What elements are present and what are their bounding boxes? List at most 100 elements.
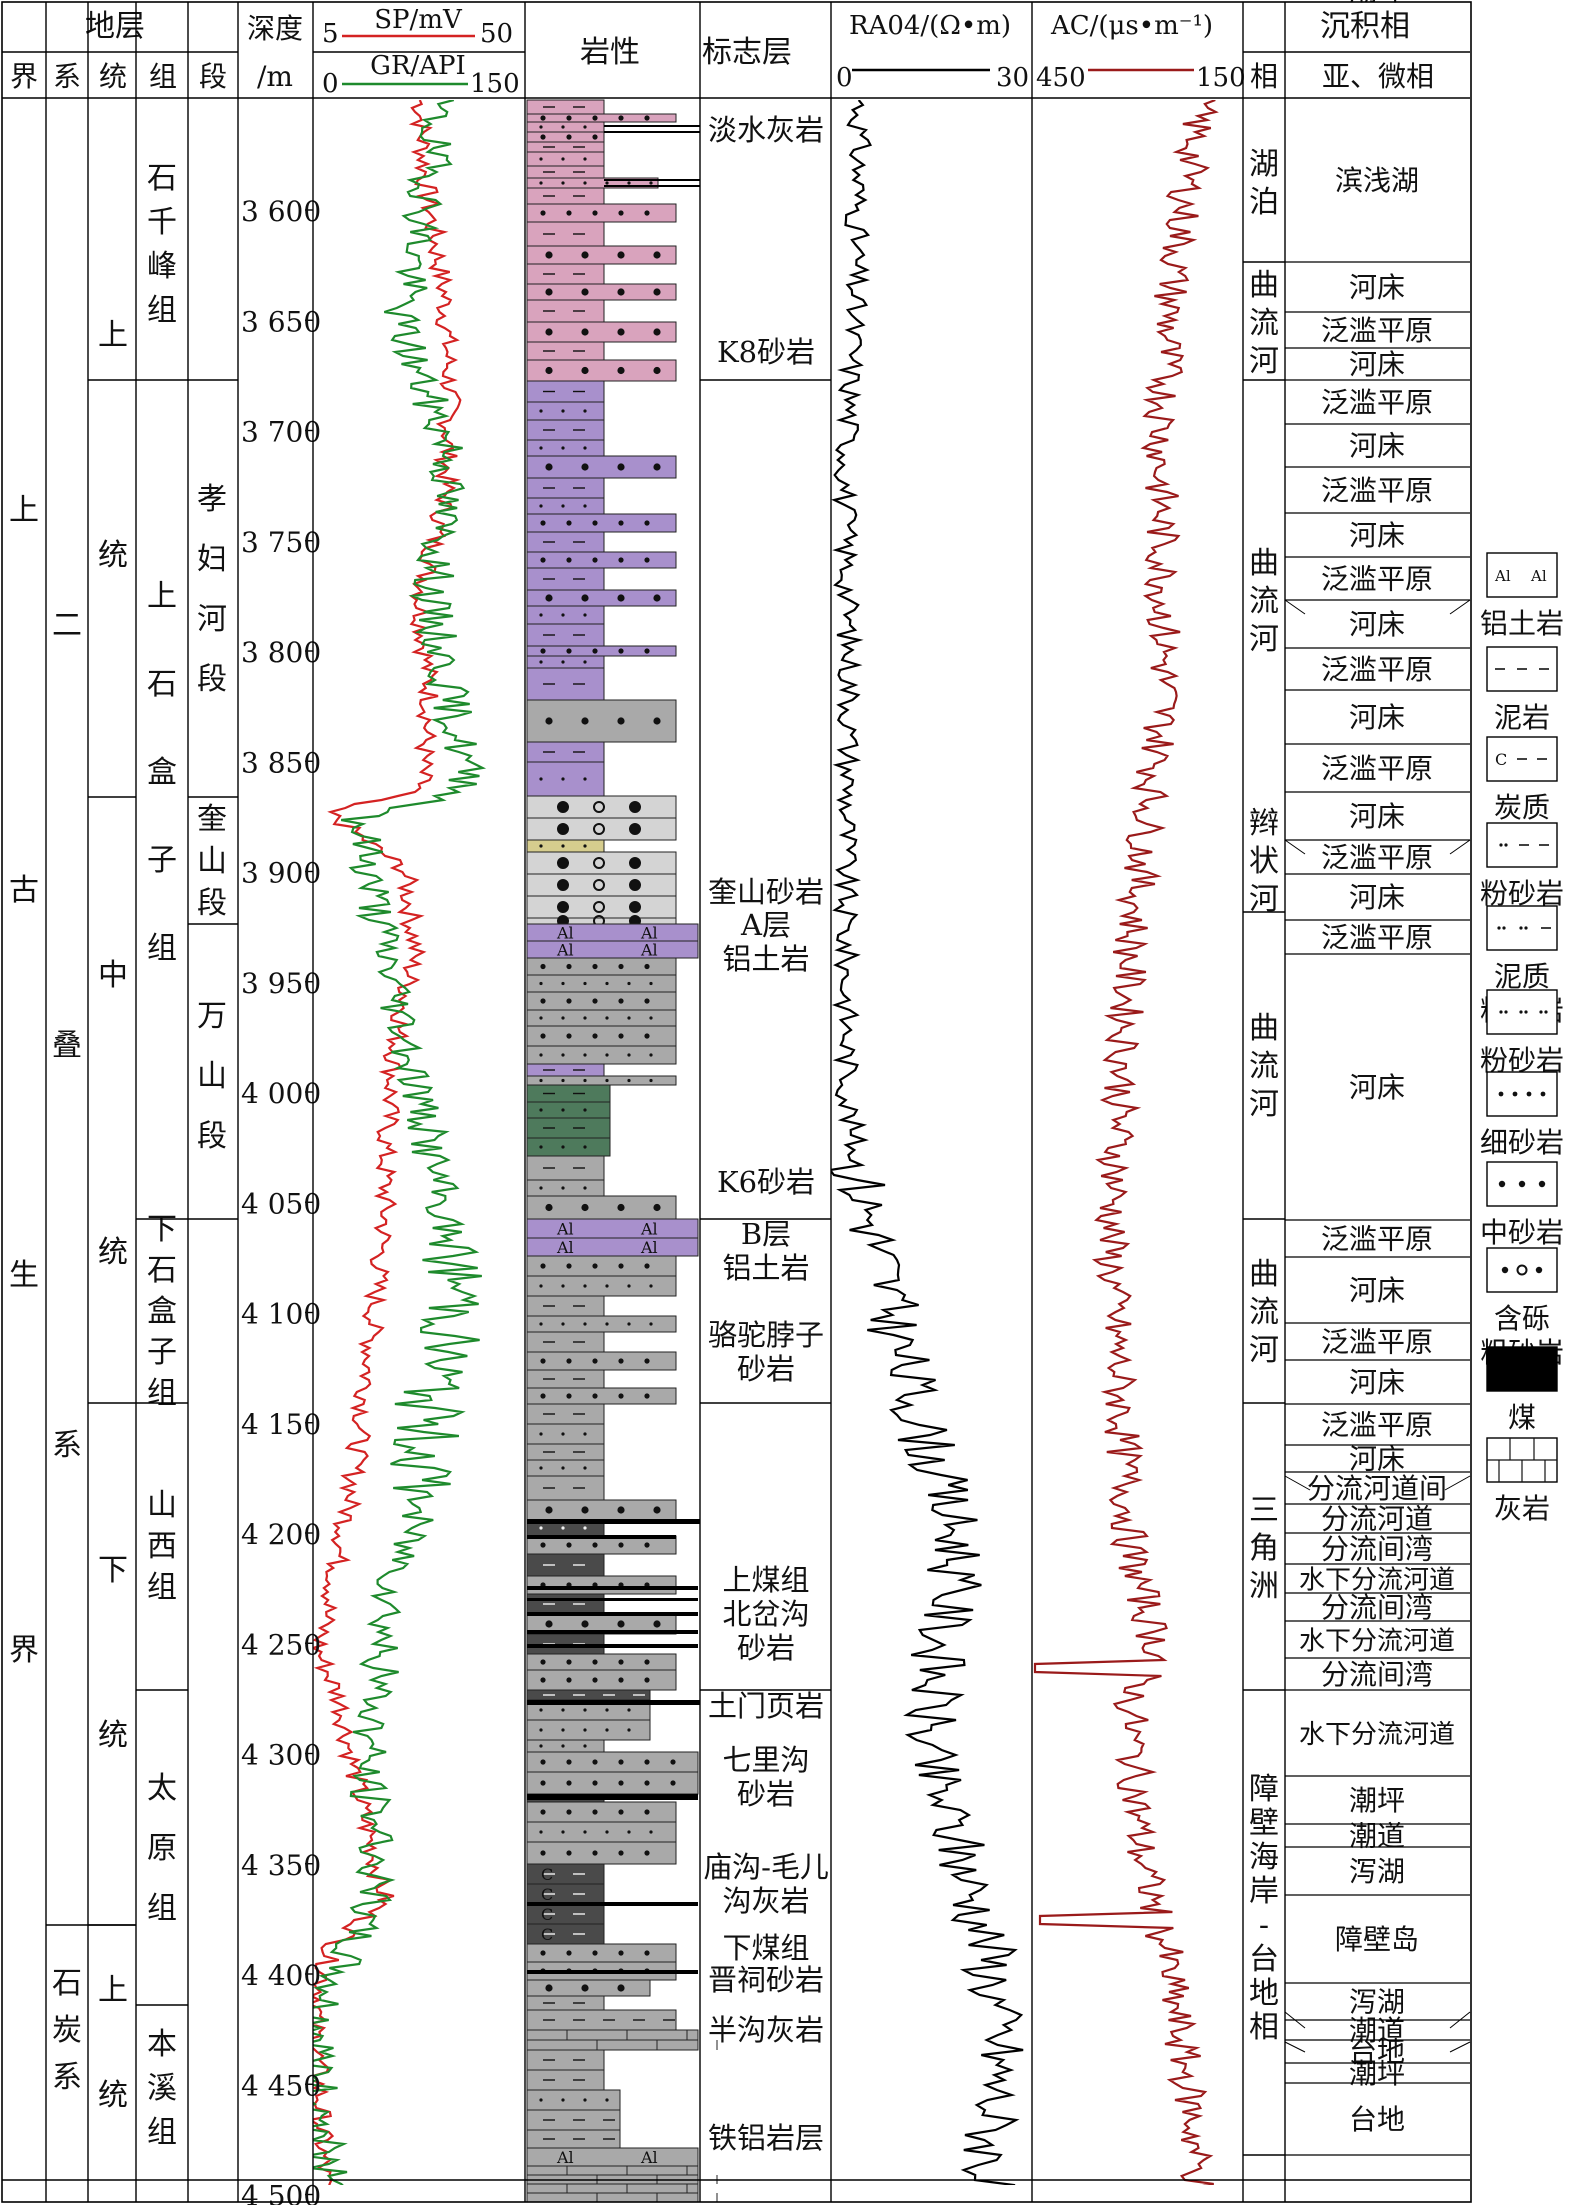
lithology-bed (526, 1459, 605, 1477)
depth-label: 3 850 (241, 746, 321, 779)
silt-dot (583, 1016, 587, 1020)
lithology-bed (526, 1423, 605, 1445)
fine-dot (592, 1033, 598, 1039)
subfacies-label: 泛滥平原 (1321, 752, 1433, 785)
cell-chevron (1284, 599, 1306, 615)
lithology-bed (526, 113, 677, 123)
sp-label: SP/mV (374, 5, 463, 35)
silt-dot (539, 1053, 543, 1057)
marker-label: 北岔沟 (722, 1597, 809, 1631)
silt-dot (561, 1708, 565, 1712)
lithology-bed (526, 419, 605, 441)
fine-dot (644, 1542, 650, 1548)
subfacies-label: 河床 (1349, 1366, 1405, 1399)
silt-dot (627, 1322, 631, 1326)
silt-dot (561, 2098, 565, 2102)
lithology-bed (526, 2147, 699, 2167)
legend-mark (1540, 1091, 1546, 1097)
lithology-bed (526, 839, 605, 853)
subfacies-label: 泻湖 (1349, 1855, 1405, 1888)
lithology-bed (526, 187, 605, 205)
header-subfacies-col: 亚、微相 (1322, 60, 1434, 93)
fine-dot (618, 1263, 624, 1269)
legend-mark (1519, 926, 1523, 930)
coal-seam (527, 1902, 698, 1906)
lithology-bed (526, 1443, 605, 1461)
fine-dot (644, 1358, 650, 1364)
header-formation: 组 (149, 60, 177, 93)
header-facies: 沉积相 (1320, 9, 1410, 44)
coal-seam (527, 1700, 700, 1705)
lithology-bed (526, 1075, 677, 1086)
formation-char: 太 (147, 1771, 177, 1806)
fine-dot (618, 1809, 624, 1815)
fine-dot (566, 1263, 572, 1269)
marker-label: 淡水灰岩 (708, 113, 824, 147)
subfacies-label: 河床 (1349, 800, 1405, 833)
subfacies-label: 河床 (1349, 271, 1405, 304)
fine-dot (592, 1263, 598, 1269)
marker-label: K6砂岩 (717, 1165, 815, 1199)
lithology-bed (526, 895, 677, 919)
fine-dot (618, 963, 624, 970)
lithology-bed (526, 1009, 677, 1027)
silt-dot (561, 446, 565, 450)
medium-dot (545, 463, 553, 471)
member-char: 妇 (197, 542, 227, 577)
marker-label: 晋祠砂岩 (708, 1963, 824, 1997)
fine-dot (566, 1659, 572, 1665)
silt-dot (627, 981, 631, 986)
medium-dot (653, 1620, 661, 1628)
legend-mark: Al (1530, 567, 1547, 585)
depth-label: 3 750 (241, 526, 321, 559)
facies-char: 河 (1249, 1087, 1279, 1122)
header-series: 统 (99, 60, 127, 93)
legend-mark (1535, 1266, 1543, 1274)
legend-label: 含砾 (1494, 1302, 1550, 1335)
subfacies-label: 水下分流河道 (1299, 1627, 1455, 1657)
medium-dot (581, 288, 589, 296)
bauxite-mark: Al (556, 941, 574, 960)
silt-dot (539, 660, 543, 664)
subfacies-label: 河床 (1349, 608, 1405, 641)
system-char: 系 (52, 2060, 82, 2095)
pebble-dot (593, 857, 605, 869)
cell-chevron (1449, 839, 1471, 855)
fine-dot (540, 1759, 546, 1765)
silt-dot (649, 1284, 653, 1288)
facies-char: 泊 (1249, 185, 1279, 220)
marker-label: 半沟灰岩 (708, 2013, 824, 2047)
pebble-dot (557, 857, 569, 869)
medium-dot (653, 717, 661, 725)
formation-char: 山 (147, 1488, 177, 1523)
header-strata: 地层 (85, 9, 145, 44)
silt-dot (583, 1078, 587, 1083)
legend-label: 细砂岩 (1480, 1126, 1564, 1159)
lithology-bed (526, 1883, 605, 1905)
fine-dot (618, 210, 624, 216)
silt-dot (561, 409, 565, 413)
marker-label: B层 (741, 1217, 791, 1251)
legend-label: 粉砂岩 (1480, 877, 1564, 910)
bauxite-mark: Al (640, 2148, 658, 2167)
facies-char: 流 (1249, 1049, 1279, 1084)
fine-dot (644, 1263, 650, 1269)
formation-char: 组 (147, 931, 177, 966)
legend-label: 中砂岩 (1480, 1216, 1564, 1249)
silt-dot (561, 981, 565, 986)
silt-dot (583, 844, 587, 848)
ra-max: 30 (996, 63, 1029, 93)
lithology-bed (526, 1719, 651, 1741)
subfacies-label: 障壁岛 (1335, 1923, 1419, 1956)
silt-dot (561, 1186, 565, 1190)
legend-mark (1512, 1091, 1518, 1097)
well-logs (313, 100, 1219, 2185)
ac-label: AC/(μs•m⁻¹) (1050, 11, 1213, 41)
series-char: 统 (98, 1718, 128, 1753)
silt-dot (539, 446, 543, 450)
fine-dot (592, 210, 598, 216)
lithology-bed (526, 940, 699, 959)
coal-seam (527, 1794, 698, 1800)
silt-dot (583, 1145, 587, 1149)
member-char: 段 (197, 1119, 227, 1154)
